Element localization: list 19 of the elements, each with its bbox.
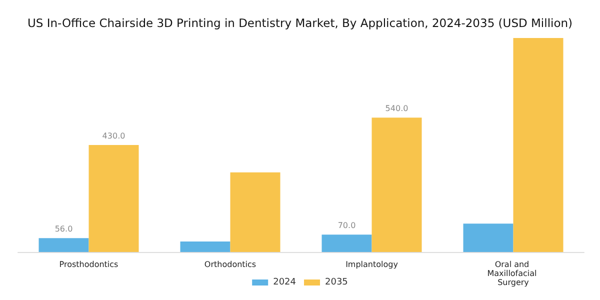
data-label: 70.0 — [338, 221, 356, 230]
legend-label: 2035 — [325, 278, 348, 288]
bar — [372, 118, 422, 252]
data-label: 430.0 — [102, 132, 126, 140]
x-tick-label: Orthodontics — [204, 260, 256, 269]
bar — [322, 234, 372, 252]
legend-label: 2024 — [273, 278, 296, 288]
bar — [463, 224, 514, 252]
data-label: 540.0 — [385, 104, 408, 114]
bar — [513, 38, 564, 252]
data-label: 56.0 — [54, 224, 73, 234]
x-tick-label: Implantology — [346, 260, 398, 269]
bar — [230, 172, 280, 252]
bar — [38, 238, 89, 252]
x-tick-label: Prosthodontics — [59, 260, 118, 269]
x-tick-label: Oral and Maxillofacial Surgery — [487, 260, 540, 287]
bar — [88, 145, 139, 252]
chart-title: US In-Office Chairside 3D Printing in Dentistry Market, By Application, 2024-2035 (USD Million) — [27, 16, 573, 30]
bar — [180, 242, 230, 252]
